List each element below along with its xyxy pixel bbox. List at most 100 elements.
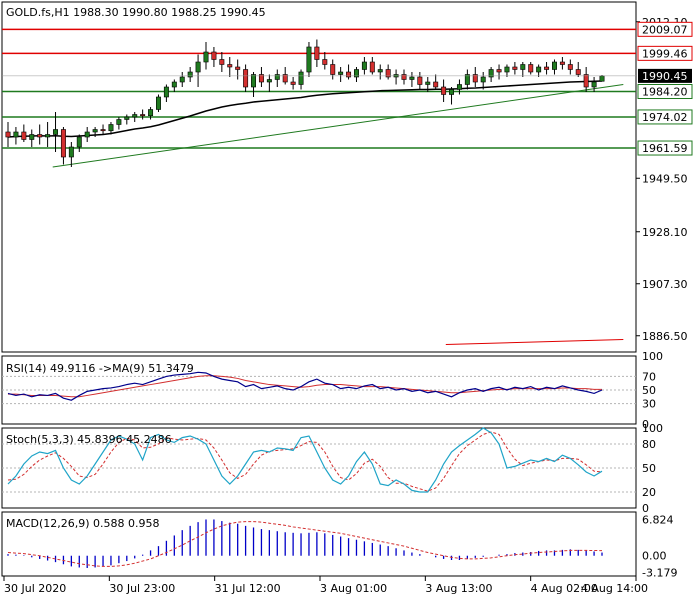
candle — [449, 87, 454, 105]
price-tick-label: 1928.10 — [642, 226, 688, 239]
candle — [243, 64, 249, 92]
candle-body — [100, 129, 106, 132]
candle-body — [567, 64, 573, 70]
time-axis: 30 Jul 2020 30 Jul 23:00 31 Jul 12:00 3 Aug… — [3, 576, 648, 595]
candle-body — [163, 86, 169, 98]
rsi-tick-label: 50 — [642, 384, 656, 397]
moving-average-line — [7, 80, 603, 138]
level-tag-1999.46 — [637, 45, 693, 61]
candle — [552, 59, 557, 75]
level-label-1974.02: 1974.02 — [642, 111, 688, 124]
candle — [544, 62, 550, 75]
candle-body — [504, 66, 510, 73]
candle-body — [346, 71, 352, 78]
candle — [29, 129, 35, 147]
time-tick-label: 31 Jul 12:00 — [215, 582, 281, 595]
candle — [377, 64, 383, 80]
candle — [575, 62, 581, 77]
candle-body — [401, 74, 407, 80]
candle — [456, 79, 462, 95]
candle — [354, 67, 359, 82]
candle — [314, 39, 320, 67]
candle-body — [433, 81, 439, 88]
candle-body — [322, 59, 328, 65]
candle — [100, 124, 106, 135]
candle — [84, 127, 90, 142]
candle-body — [282, 74, 288, 83]
candle — [156, 94, 161, 112]
candle-body — [37, 134, 43, 138]
candle — [171, 79, 177, 92]
candle — [13, 127, 19, 145]
candle-body — [227, 64, 233, 68]
trendline-resistance — [445, 339, 624, 345]
candle-body — [449, 89, 454, 95]
candle-body — [68, 146, 74, 158]
candle — [219, 52, 225, 72]
stoch-tick-label: 80 — [642, 438, 656, 451]
candle — [124, 114, 130, 125]
time-tick-label: 30 Jul 23:00 — [109, 582, 175, 595]
macd-tick-label: -3.179 — [642, 567, 677, 580]
candle — [591, 77, 597, 92]
candle-body — [140, 114, 146, 117]
rsi-line — [7, 371, 603, 401]
rsi-label: RSI(14) 49.9116 ->MA(9) 51.3479 — [6, 362, 194, 375]
candle-body — [132, 114, 138, 118]
level-tag-1984.20 — [637, 84, 693, 99]
candle-body — [488, 69, 494, 78]
candle — [148, 107, 154, 120]
price-frame — [1, 1, 637, 353]
candle — [306, 42, 312, 77]
candle-body — [354, 69, 359, 78]
candle-body — [187, 71, 193, 78]
level-label-1984.20: 1984.20 — [642, 86, 688, 99]
candle-body — [156, 96, 161, 110]
candle-body — [179, 76, 185, 83]
macd-tick-label: 6.824 — [642, 513, 674, 526]
candle-body — [290, 81, 296, 85]
stoch-tick-label: 50 — [642, 462, 656, 475]
candle-body — [251, 74, 256, 88]
price-pane: 2012.101949.501928.101907.301886.502009.… — [1, 1, 693, 353]
candle — [76, 134, 82, 152]
candle-body — [512, 66, 518, 70]
candle-body — [361, 61, 367, 70]
candle-body — [330, 64, 336, 75]
candle — [108, 122, 114, 135]
candle-body — [559, 61, 565, 65]
candle-body — [235, 66, 241, 70]
time-tick-label: 3 Aug 13:00 — [425, 582, 492, 595]
candle — [274, 69, 280, 87]
candle-body — [544, 66, 550, 70]
candle-body — [60, 129, 66, 158]
candle-body — [480, 76, 486, 83]
candle — [441, 79, 447, 102]
candle — [5, 122, 11, 147]
candle — [385, 64, 391, 80]
candle — [338, 67, 344, 82]
macd-pane: 6.824 0.00 -3.179 — [1, 511, 677, 580]
price-tick-label: 1907.30 — [642, 278, 688, 291]
candle-body — [13, 131, 19, 138]
candle — [425, 77, 431, 92]
candle-body — [148, 109, 154, 117]
candle-body — [195, 61, 201, 73]
candle-body — [552, 61, 557, 70]
candle — [512, 62, 518, 75]
candle — [179, 72, 185, 87]
rsi-tick-label: 100 — [642, 350, 663, 363]
macd-tick-label: 0.00 — [642, 550, 667, 563]
time-tick-label: 30 Jul 2020 — [4, 582, 66, 595]
candle-body — [108, 124, 114, 132]
candle-body — [21, 131, 27, 140]
level-tag-1961.59 — [637, 140, 693, 156]
candle-body — [314, 46, 320, 60]
macd-frame — [1, 511, 637, 577]
candle-body — [464, 74, 470, 85]
candle — [520, 62, 526, 77]
level-label-1999.46: 1999.46 — [642, 47, 688, 60]
candle — [361, 57, 367, 75]
candle — [132, 112, 138, 122]
